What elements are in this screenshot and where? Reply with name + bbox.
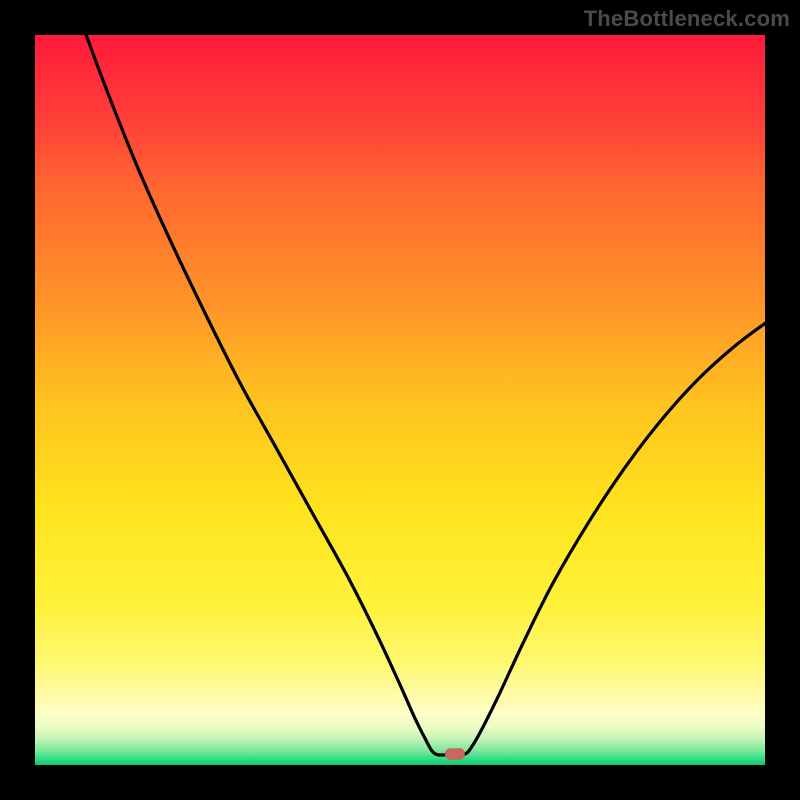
bottleneck-curve — [35, 35, 765, 765]
optimal-point-marker — [445, 748, 465, 760]
plot-area — [35, 35, 765, 765]
watermark-text: TheBottleneck.com — [584, 6, 790, 32]
chart-stage: TheBottleneck.com — [0, 0, 800, 800]
